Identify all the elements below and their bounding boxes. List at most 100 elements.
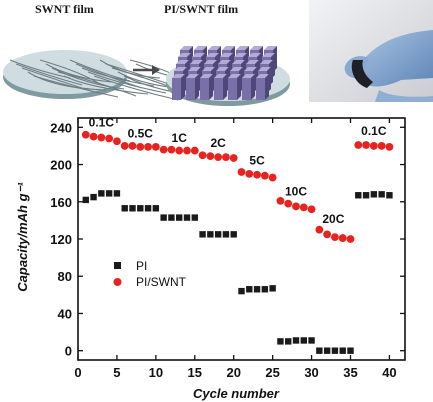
- pi-point: [355, 192, 362, 199]
- pi-swnt-point: [175, 146, 184, 155]
- pi-swnt-point: [128, 142, 137, 150]
- pi-point: [339, 347, 346, 354]
- pi-point: [292, 337, 300, 344]
- pi-point: [269, 285, 276, 292]
- y-tick-label: 40: [58, 306, 72, 321]
- y-tick-label: 0: [65, 344, 72, 359]
- rate-label: 2C: [210, 136, 226, 150]
- pi-block: [214, 74, 227, 100]
- pi-point: [168, 214, 175, 221]
- x-tick-label: 25: [265, 365, 279, 380]
- rate-label: 20C: [322, 212, 344, 226]
- pi-point: [121, 205, 128, 212]
- pi-point: [238, 287, 245, 295]
- pi-point: [214, 231, 222, 238]
- y-tick-label: 240: [50, 120, 72, 135]
- pi-swnt-point: [159, 145, 168, 154]
- pi-point: [246, 286, 253, 293]
- pi-swnt-film-disk: [166, 46, 290, 106]
- pi-swnt-point: [151, 142, 160, 151]
- arrow-icon: [133, 65, 160, 75]
- pi-point: [362, 192, 370, 199]
- pi-point: [230, 231, 237, 238]
- swnt-film-label: SWNT film: [35, 2, 94, 16]
- pi-swnt-point: [89, 132, 98, 141]
- pi-point: [331, 347, 339, 354]
- swnt-fiber: [33, 75, 119, 98]
- pi-swnt-point: [190, 146, 199, 155]
- x-tick-label: 30: [304, 365, 318, 380]
- pi-point: [222, 231, 230, 238]
- pi-point: [137, 205, 144, 212]
- pi-swnt-point: [198, 151, 207, 160]
- pi-swnt-point: [183, 146, 191, 155]
- pi-swnt-point: [377, 142, 386, 150]
- pi-swnt-point: [237, 168, 246, 176]
- pi-swnt-point: [81, 130, 90, 139]
- pi-swnt-point: [276, 196, 285, 205]
- pi-point: [129, 205, 136, 212]
- rate-capability-chart: 0 5 10 15 20 25 30 35 40 0 40 80 120 160 200 240 0.1C 0.…: [15, 115, 406, 401]
- legend-marker-pi: [114, 262, 121, 269]
- pi-swnt-point: [284, 199, 293, 208]
- chart-legend: PI PI/SWNT: [113, 259, 187, 289]
- pi-swnt-point: [338, 234, 347, 242]
- swnt-fiber: [51, 67, 125, 90]
- pi-swnt-point: [354, 141, 363, 149]
- swnt-fiber: [63, 75, 149, 95]
- swnt-fiber: [69, 59, 131, 82]
- pi-point: [152, 205, 160, 212]
- y-axis-label: Capacity/mAh g⁻¹: [15, 182, 30, 292]
- pi-swnt-point: [206, 152, 215, 161]
- pi-swnt-point: [144, 142, 152, 151]
- pi-point: [347, 347, 354, 354]
- pi-point: [323, 347, 331, 354]
- swnt-fiber: [27, 71, 107, 91]
- pi-swnt-point: [362, 141, 370, 149]
- pi-point: [82, 196, 89, 204]
- pi-swnt-point: [369, 142, 378, 150]
- y-tick-label: 200: [50, 158, 72, 173]
- pi-block: [186, 74, 199, 100]
- pi-point: [378, 191, 385, 198]
- pi-block: [172, 74, 185, 100]
- pi-point: [316, 347, 323, 354]
- x-tick-label: 20: [226, 365, 240, 380]
- rate-label: 0.5C: [128, 127, 154, 141]
- pi-swnt-point: [385, 142, 394, 151]
- flexible-film-photo: [309, 0, 433, 102]
- pi-swnt-point: [315, 225, 324, 234]
- swnt-film-disk: [3, 50, 209, 101]
- pi-swnt-point: [120, 142, 129, 150]
- pi-point: [261, 286, 269, 293]
- pi-swnt-point: [323, 230, 332, 239]
- pi-point: [144, 205, 152, 212]
- x-axis-label: Cycle number: [193, 386, 280, 401]
- rate-label: 0.1C: [89, 115, 115, 129]
- pi-swnt-point: [299, 203, 308, 212]
- pi-swnt-point: [245, 169, 254, 178]
- swnt-fiber: [45, 63, 113, 83]
- x-tick-label: 40: [382, 365, 396, 380]
- pi-swnt-point: [97, 133, 106, 142]
- pi-point: [176, 214, 183, 221]
- y-tick-label: 160: [50, 195, 72, 210]
- plot-frame: [77, 117, 406, 361]
- pi-swnt-point: [222, 153, 230, 161]
- pi-point: [191, 214, 198, 221]
- pi-block: [242, 74, 255, 100]
- x-tick-label: 10: [149, 365, 163, 380]
- pi-point: [98, 190, 105, 197]
- x-tick-label: 5: [113, 365, 120, 380]
- pi-swnt-point: [113, 137, 121, 146]
- pi-point: [160, 214, 167, 221]
- rate-label: 1C: [172, 131, 188, 145]
- rate-label: 0.1C: [361, 124, 387, 138]
- swnt-fiber: [57, 71, 137, 97]
- pi-swnt-point: [229, 154, 238, 162]
- pi-swnt-point: [167, 145, 176, 154]
- x-tick-label: 15: [188, 365, 202, 380]
- pi-point: [183, 214, 191, 221]
- pi-swnt-film-label: PI/SWNT film: [164, 2, 239, 16]
- pi-block: [200, 74, 213, 100]
